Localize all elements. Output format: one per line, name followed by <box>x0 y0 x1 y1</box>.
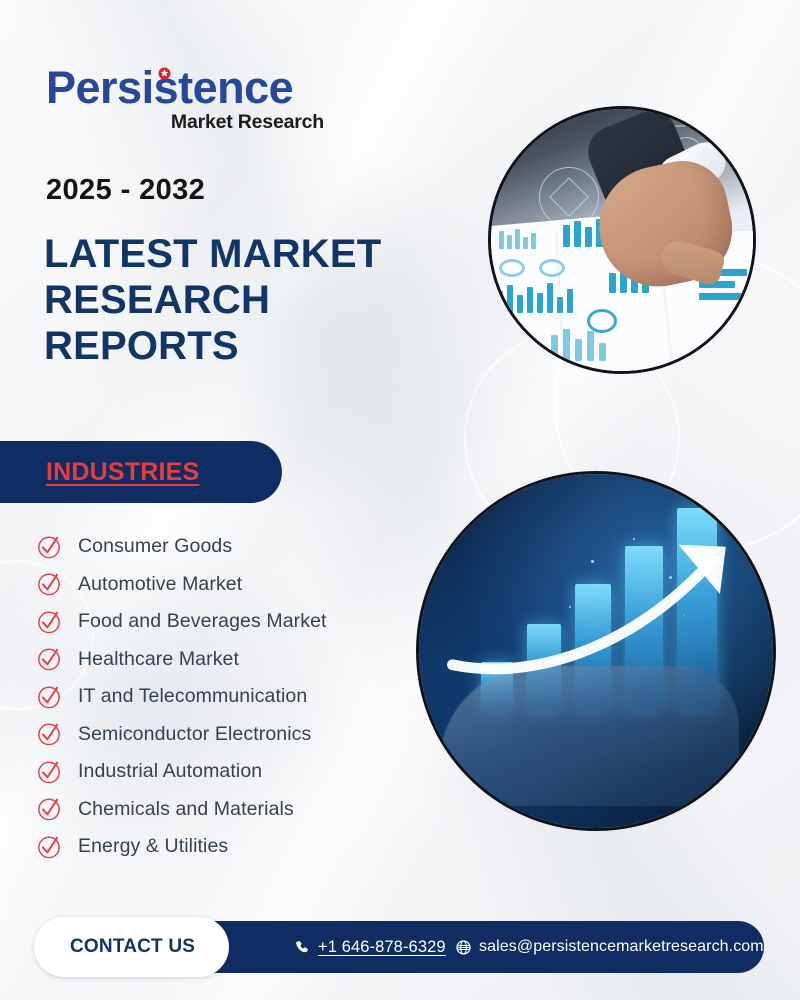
list-item-label: Energy & Utilities <box>78 835 229 858</box>
contact-email[interactable]: sales@persistencemarketresearch.com <box>455 938 764 956</box>
contact-bar: +1 646-878-6329 sales@persistencemarketr… <box>34 917 764 977</box>
list-item[interactable]: Industrial Automation <box>36 753 436 791</box>
list-item[interactable]: Chemicals and Materials <box>36 791 436 829</box>
check-circle-icon <box>38 723 60 746</box>
list-item-label: Automotive Market <box>78 572 243 595</box>
industries-banner-label: INDUSTRIES <box>46 457 200 486</box>
phone-icon <box>296 940 308 952</box>
list-item[interactable]: Food and Beverages Market <box>36 603 436 641</box>
list-item[interactable]: Consumer Goods <box>36 528 436 566</box>
upward-arrow-icon <box>447 544 726 675</box>
list-item-label: Food and Beverages Market <box>78 610 327 633</box>
check-circle-icon <box>38 611 60 634</box>
list-item-label: Consumer Goods <box>78 535 233 558</box>
contact-us-button[interactable]: CONTACT US <box>34 917 230 977</box>
list-item[interactable]: Energy & Utilities <box>36 828 436 866</box>
list-item-label: Chemicals and Materials <box>78 797 294 820</box>
headline-line-2: RESEARCH <box>44 278 271 322</box>
globe-icon <box>456 939 471 955</box>
list-item[interactable]: IT and Telecommunication <box>36 678 436 716</box>
check-circle-icon <box>38 648 60 671</box>
list-item[interactable]: Healthcare Market <box>36 641 436 679</box>
check-circle-icon <box>38 836 60 859</box>
list-item-label: Semiconductor Electronics <box>78 722 312 745</box>
contact-phone-label: +1 646-878-6329 <box>318 937 446 956</box>
star-icon <box>158 67 171 80</box>
list-item-label: Industrial Automation <box>78 760 263 783</box>
headline-line-3: REPORTS <box>44 324 239 368</box>
headline-line-1: LATEST MARKET <box>44 232 382 276</box>
brand-logo[interactable]: Persistence Market Research <box>46 65 346 134</box>
contact-phone[interactable]: +1 646-878-6329 <box>294 938 446 957</box>
analytics-scene <box>491 109 753 371</box>
check-circle-icon <box>38 536 60 559</box>
hand <box>439 666 739 806</box>
list-item-label: Healthcare Market <box>78 647 240 670</box>
hand-holding-growth-chart-photo <box>416 471 776 831</box>
check-circle-icon <box>38 761 60 784</box>
contact-email-label: sales@persistencemarketresearch.com <box>479 938 764 955</box>
list-item-label: IT and Telecommunication <box>78 685 308 708</box>
logo-primary-text: Persistence <box>46 65 294 110</box>
industry-list: Consumer Goods Automotive Market Food an… <box>36 528 436 866</box>
check-circle-icon <box>38 686 60 709</box>
list-item[interactable]: Semiconductor Electronics <box>36 716 436 754</box>
year-range-label: 2025 - 2032 <box>46 174 206 206</box>
page-title: LATEST MARKET RESEARCH REPORTS <box>44 231 444 369</box>
contact-us-label: CONTACT US <box>70 936 196 957</box>
list-item[interactable]: Automotive Market <box>36 566 436 604</box>
hand-pointing-at-analytics-reports-photo <box>488 106 756 374</box>
check-circle-icon <box>38 573 60 596</box>
logo-secondary-label: Market Research <box>170 111 324 134</box>
growth-chart-scene <box>419 474 773 828</box>
industries-banner: INDUSTRIES <box>0 441 282 503</box>
check-circle-icon <box>38 798 60 821</box>
